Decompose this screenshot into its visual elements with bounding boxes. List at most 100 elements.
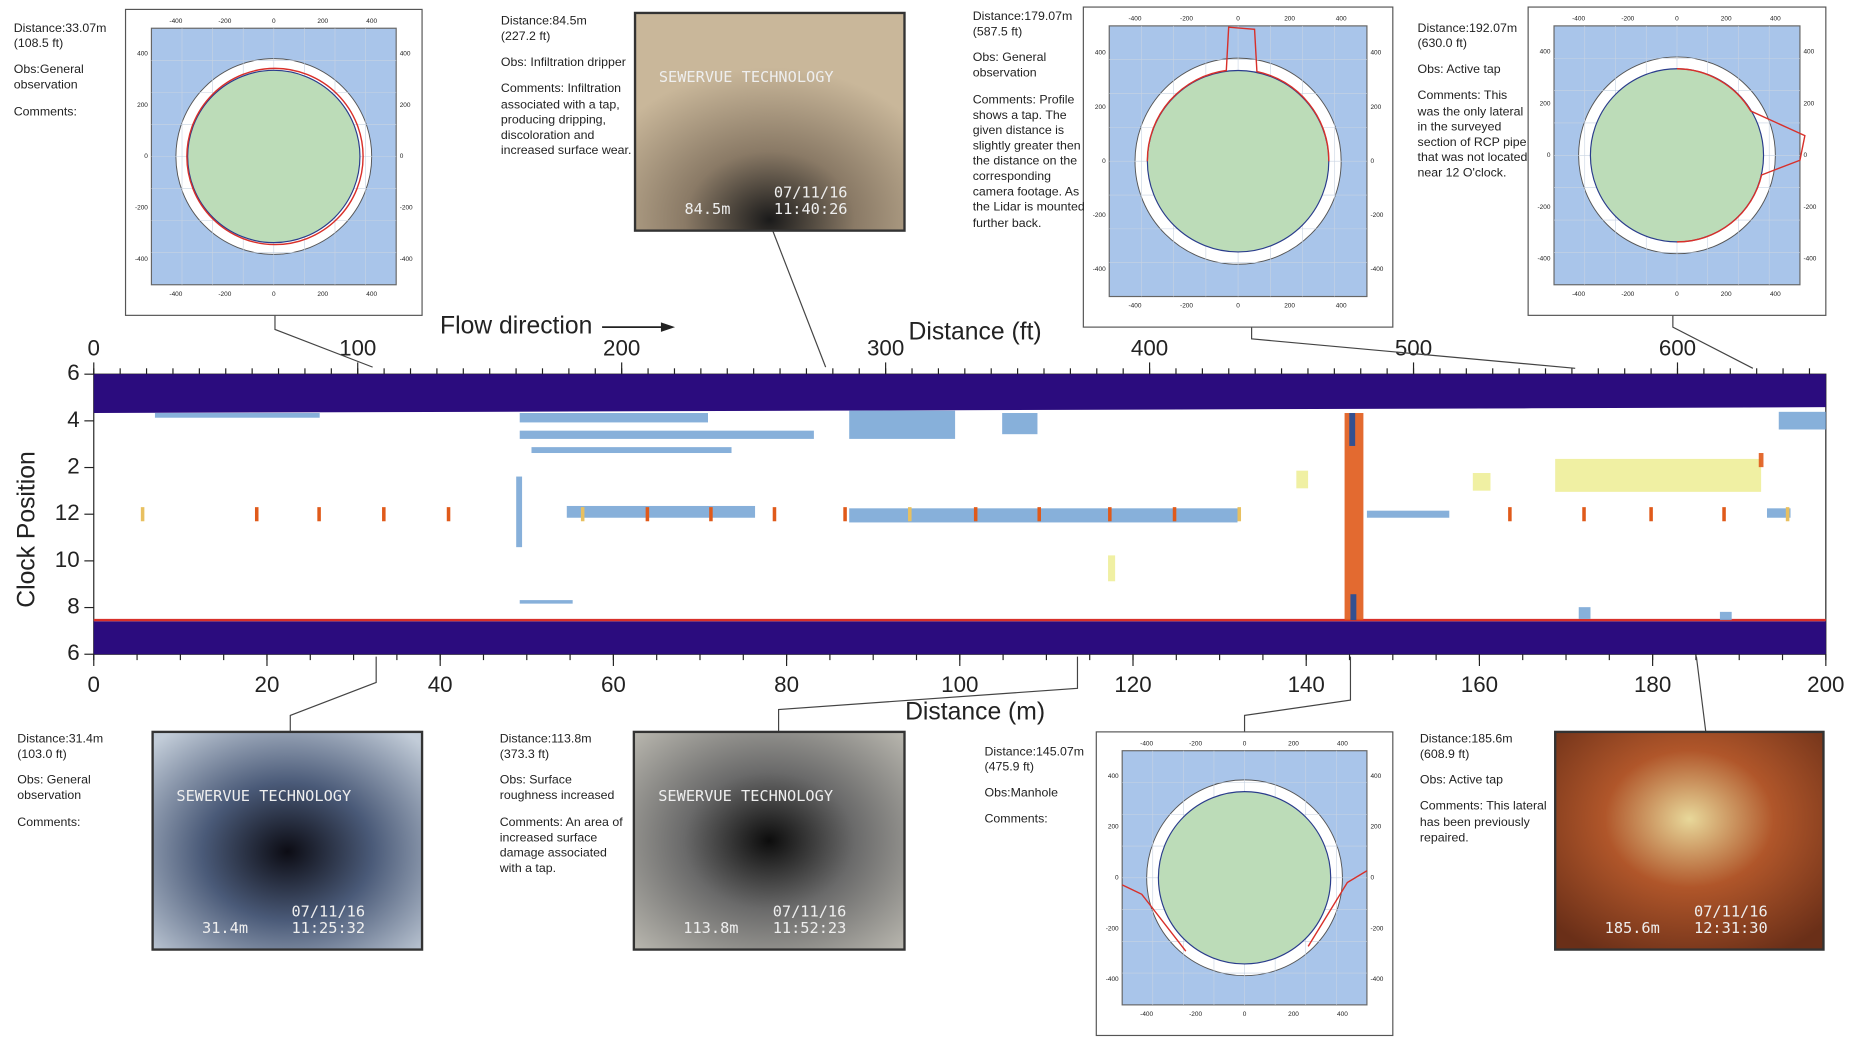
x-axis-title-bottom: Distance (m) [905,699,1045,726]
photo-time: 12:31:30 [1694,919,1768,937]
top-tick-label: 600 [1659,335,1696,360]
profile-tick-label: 0 [1243,1011,1247,1018]
profile-tick-label: -200 [1189,1011,1202,1018]
leader-line [289,656,377,732]
y-tick-label: 8 [67,593,79,618]
tap-mark [973,507,978,522]
photo-date: 07/11/16 [774,183,848,201]
profile-tick-label: -200 [1370,212,1383,219]
profile-tick-label: 400 [137,51,148,58]
callout-text: Distance:179.07m(587.5 ft) Obs: General o… [973,9,1086,231]
profile-tick-label: 0 [1675,291,1679,298]
bottom-tick-label: 180 [1634,672,1671,697]
y-tick-label: 6 [67,360,79,385]
callout-note: Distance:145.07m (475.9 ft) Obs:Manhole Com… [985,745,1093,828]
callout-note: Distance:179.07m (587.5 ft) Obs: General o… [973,9,1086,231]
bottom-tick-label: 60 [601,672,626,697]
observation-blob [1344,413,1364,621]
profile-tick-label: 400 [1770,16,1781,23]
profile-tick-label: 200 [1370,104,1381,111]
profile-scan [1676,68,1806,243]
photo-brand: SEWERVUE TECHNOLOGY [659,68,834,86]
profile-pipe [1146,69,1330,253]
callout-text: Distance:31.4m(103.0 ft) Obs: General obs… [17,732,135,829]
callout-head: Distance:84.5m (227.2 ft) [501,14,635,45]
callout-head: Distance:179.07m (587.5 ft) [973,9,1086,40]
profile-tick-label: -200 [400,205,413,212]
bottom-tick-label: 20 [255,672,280,697]
callout-feet: (608.9 ft) [1419,747,1470,762]
photo-date: 07/11/16 [773,902,847,920]
photo-time: 11:40:26 [774,200,848,218]
x-axis-title-top: Distance (ft) [909,319,1042,346]
leader-line [274,315,373,368]
profile-tick-label: 400 [400,51,411,58]
observation-blob [519,430,814,439]
profile-tick-label: -200 [1180,303,1193,310]
callout-head: Distance:31.4m (103.0 ft) [17,732,135,763]
tap-mark [772,507,777,522]
leader-line [772,230,827,368]
y-tick-label: 12 [55,500,80,525]
tap-mark [446,507,451,522]
callout-text: Distance:33.07m(108.5 ft) Obs:General obs… [14,21,122,119]
profile-tick-label: 400 [1095,50,1106,57]
observation-blob [531,447,732,454]
callout-comments: Comments: Infiltration associated with a… [500,81,632,158]
callout-feet: (103.0 ft) [17,747,67,762]
tap-mark [140,507,145,522]
profile-tick-label: -400 [400,256,413,263]
callout-comments: Comments: [984,812,1048,827]
callout-note: Distance:33.07m (108.5 ft) Obs:General obs… [14,21,122,119]
profile-tick-label: 0 [272,18,276,25]
top-tick-label: 500 [1395,335,1432,360]
photo-distance: 31.4m [202,919,248,937]
callout-comments: Comments: [13,104,77,119]
profile-tick-label: -200 [1106,925,1119,932]
tap-mark [254,507,259,522]
y-tick-label: 2 [67,453,79,478]
photo-date: 07/11/16 [291,902,365,920]
profile-tick-label: 0 [400,153,404,160]
callout-note: Distance:113.8m (373.3 ft) Obs: Surface ro… [500,732,632,877]
profile-tick-label: -400 [169,18,182,25]
profile-tick-label: -400 [1803,256,1816,263]
observation-blob [1350,594,1357,621]
tap-mark [1508,507,1512,522]
observation-blob [1766,508,1791,518]
callout-obs: Obs: Active tap [1417,62,1501,77]
photo-date: 07/11/16 [1694,902,1768,920]
profile-tick-label: -400 [1093,266,1106,273]
profile-tick-label: 200 [400,102,411,109]
profile-tick-label: 200 [1721,291,1732,298]
leader-line [1251,327,1576,369]
tap-mark [317,507,321,522]
profile-tick-label: 200 [317,18,328,25]
callout-note: Distance:192.07m (630.0 ft) Obs: Active ta… [1418,21,1530,181]
profile-scan [1121,884,1187,952]
tap-mark [1722,507,1726,522]
profile-tick-label: 200 [1721,16,1732,23]
profile-tick-label: -200 [1621,291,1634,298]
callout-head: Distance:113.8m (373.3 ft) [500,732,632,763]
inspection-photo [633,11,906,232]
profile-tick-label: 0 [1236,16,1240,23]
callout-feet: (108.5 ft) [13,36,64,51]
callout-feet: (475.9 ft) [984,760,1034,775]
profile-tick-label: -400 [1106,976,1119,983]
profile-pipe [1157,791,1332,965]
observation-blob [519,413,708,423]
profile-tick-label: 0 [1370,158,1374,165]
profile-tick-label: 0 [1236,303,1240,310]
profile-tick-label: 400 [1336,303,1347,310]
tap-mark [908,507,912,522]
top-band [93,374,1826,414]
tap-mark [1649,507,1653,522]
top-tick-label: 300 [867,335,904,360]
callout-obs: Obs:Manhole [984,786,1058,801]
profile-tick-label: 200 [317,291,328,298]
bottom-tick-label: 40 [428,672,453,697]
profile-tick-label: -400 [169,291,182,298]
observation-blob [849,508,1238,523]
